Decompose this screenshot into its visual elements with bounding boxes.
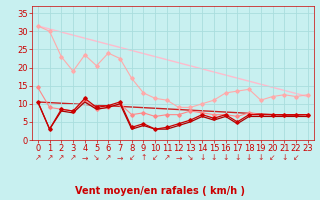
Text: →: → [82,154,88,162]
Text: ↗: ↗ [164,154,170,162]
Text: ↗: ↗ [70,154,76,162]
Text: ↓: ↓ [199,154,205,162]
Text: ↙: ↙ [293,154,299,162]
Text: ↙: ↙ [269,154,276,162]
Text: ↓: ↓ [234,154,241,162]
Text: ↗: ↗ [35,154,41,162]
Text: ↓: ↓ [211,154,217,162]
Text: ↗: ↗ [46,154,53,162]
Text: ↗: ↗ [58,154,65,162]
Text: ↓: ↓ [258,154,264,162]
Text: ↘: ↘ [187,154,194,162]
Text: ↗: ↗ [105,154,111,162]
Text: Vent moyen/en rafales ( km/h ): Vent moyen/en rafales ( km/h ) [75,186,245,196]
Text: ↓: ↓ [281,154,287,162]
Text: ↘: ↘ [93,154,100,162]
Text: →: → [117,154,123,162]
Text: ↙: ↙ [129,154,135,162]
Text: ↑: ↑ [140,154,147,162]
Text: ↓: ↓ [246,154,252,162]
Text: →: → [175,154,182,162]
Text: ↙: ↙ [152,154,158,162]
Text: ↓: ↓ [222,154,229,162]
